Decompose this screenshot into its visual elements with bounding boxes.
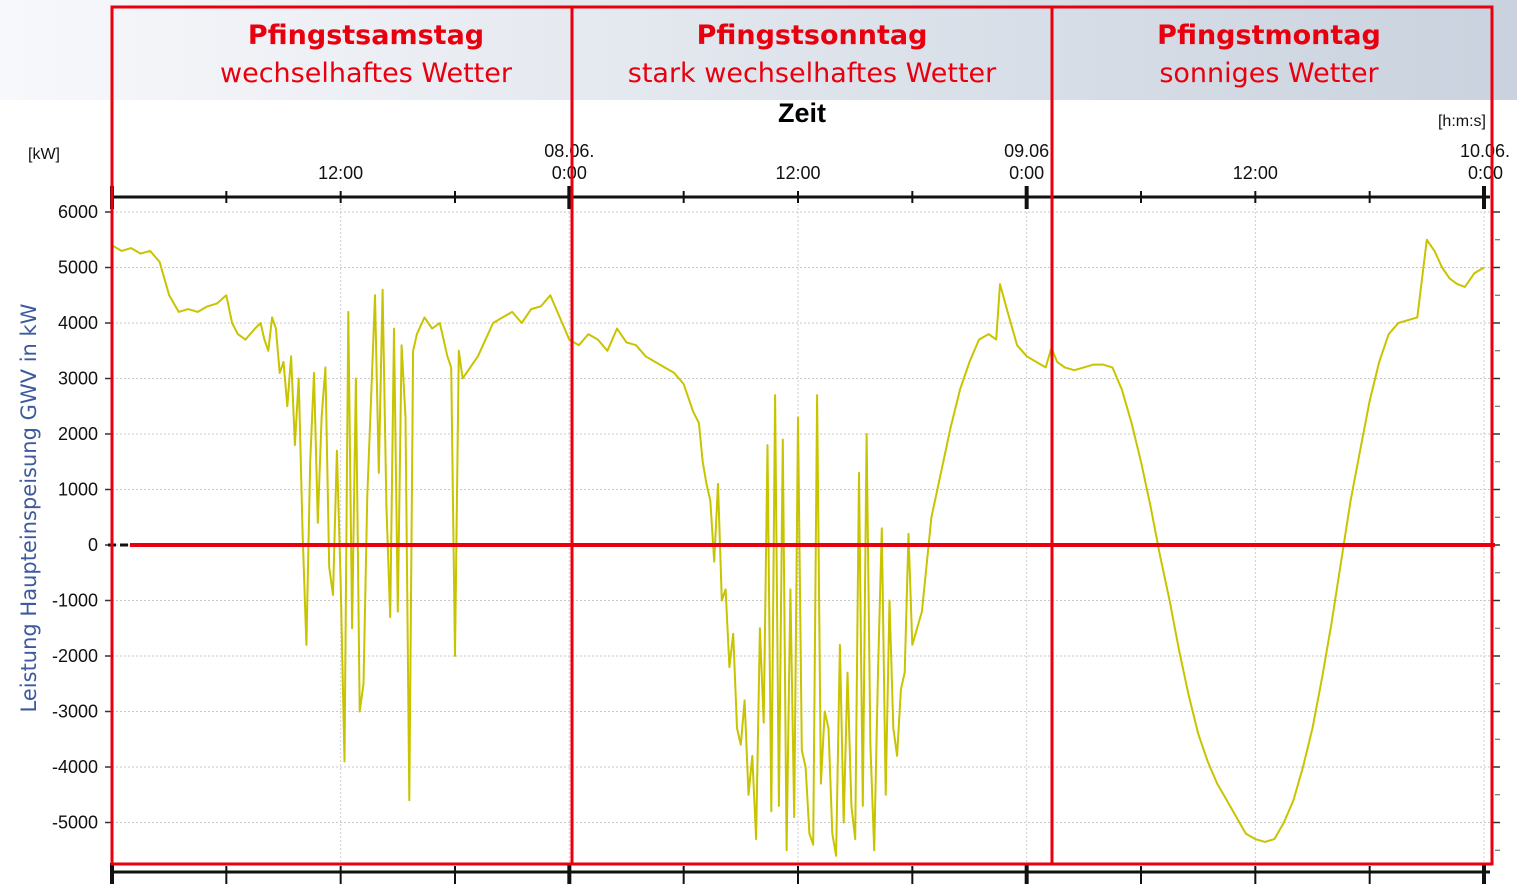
y-tick-label: 3000 xyxy=(58,369,98,389)
x-tick-time-label: 0:00 xyxy=(552,163,587,183)
x-tick-time-label: 12:00 xyxy=(775,163,820,183)
x-axis-unit: [h:m:s] xyxy=(1438,113,1486,130)
day-weather-monday: sonniges Wetter xyxy=(1159,58,1379,89)
day-headers: Pfingstsamstag wechselhaftes Wetter Pfin… xyxy=(220,20,1381,89)
day-weather-saturday: wechselhaftes Wetter xyxy=(220,58,513,89)
x-tick-time-label: 0:00 xyxy=(1468,163,1503,183)
grid-lines xyxy=(105,200,1500,866)
x-tick-time-label: 12:00 xyxy=(318,163,363,183)
y-axis-unit: [kW] xyxy=(28,146,60,163)
y-tick-label: -2000 xyxy=(52,646,98,666)
header-band xyxy=(0,0,1517,100)
day-box-saturday xyxy=(110,5,574,866)
series-layer xyxy=(111,238,1485,857)
y-tick-label: -3000 xyxy=(52,702,98,722)
y-tick-label: 6000 xyxy=(58,202,98,222)
day-box-sunday xyxy=(570,5,1054,866)
y-tick-label: -1000 xyxy=(52,591,98,611)
y-tick-labels: 6000 5000 4000 3000 2000 1000 0 -1000 -2000 -3000… xyxy=(52,202,98,833)
y-tick-label: 2000 xyxy=(58,424,98,444)
series-line xyxy=(111,238,1485,857)
x-tick-time-label: 12:00 xyxy=(1233,163,1278,183)
x-axis-title: Zeit xyxy=(778,98,826,128)
x-tick-date-label: 10.06. xyxy=(1460,141,1510,161)
x-tick-date-label: 09.06 xyxy=(1004,141,1049,161)
day-title-sunday: Pfingstsonntag xyxy=(697,20,928,51)
y-tick-label: 5000 xyxy=(58,258,98,278)
highlight-boxes xyxy=(108,5,1495,866)
day-weather-sunday: stark wechselhaftes Wetter xyxy=(628,58,997,89)
y-tick-label: 4000 xyxy=(58,313,98,333)
day-box-monday xyxy=(1050,5,1494,866)
x-tick-date-label: 08.06. xyxy=(544,141,594,161)
day-title-monday: Pfingstmontag xyxy=(1157,20,1381,51)
bottom-time-axis xyxy=(110,863,1490,884)
y-axis-title: Leistung Haupteinspeisung GWV in kW xyxy=(17,303,41,712)
top-time-axis xyxy=(110,186,1490,209)
day-title-saturday: Pfingstsamstag xyxy=(248,20,484,51)
y-tick-label: 0 xyxy=(88,535,98,555)
x-tick-time-label: 0:00 xyxy=(1009,163,1044,183)
y-tick-label: 1000 xyxy=(58,480,98,500)
y-tick-label: -5000 xyxy=(52,813,98,833)
y-tick-label: -4000 xyxy=(52,757,98,777)
